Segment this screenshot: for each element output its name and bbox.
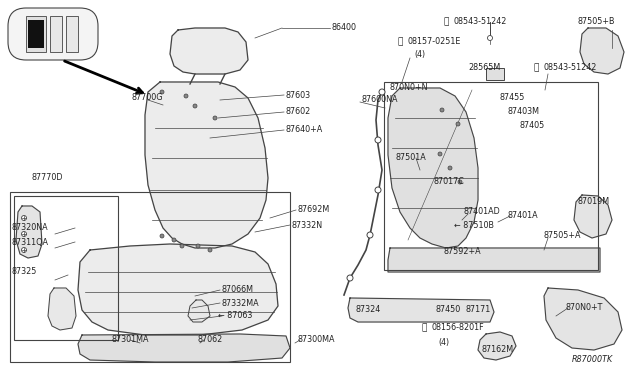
Text: 87600NA: 87600NA bbox=[362, 96, 399, 105]
Ellipse shape bbox=[375, 187, 381, 193]
Text: 87325: 87325 bbox=[12, 267, 37, 276]
Text: 87640+A: 87640+A bbox=[286, 125, 323, 135]
Text: 87501A: 87501A bbox=[396, 154, 427, 163]
Polygon shape bbox=[78, 244, 278, 335]
Text: 86400: 86400 bbox=[332, 23, 357, 32]
Text: 87311QA: 87311QA bbox=[12, 237, 49, 247]
Polygon shape bbox=[48, 288, 76, 330]
Text: 87401A: 87401A bbox=[508, 212, 539, 221]
FancyBboxPatch shape bbox=[8, 8, 98, 60]
Ellipse shape bbox=[184, 94, 188, 98]
Text: 87300MA: 87300MA bbox=[298, 336, 335, 344]
Bar bbox=[26, 16, 46, 52]
Text: 870N0+T: 870N0+T bbox=[565, 304, 602, 312]
Text: 08157-0251E: 08157-0251E bbox=[408, 38, 461, 46]
Text: 08156-8201F: 08156-8201F bbox=[432, 324, 484, 333]
Ellipse shape bbox=[193, 104, 197, 108]
Ellipse shape bbox=[458, 180, 462, 184]
Ellipse shape bbox=[379, 89, 385, 95]
Text: 87455: 87455 bbox=[500, 93, 525, 103]
Ellipse shape bbox=[347, 275, 353, 281]
Polygon shape bbox=[478, 332, 516, 360]
Text: 28565M: 28565M bbox=[468, 64, 500, 73]
Polygon shape bbox=[78, 334, 290, 362]
Polygon shape bbox=[16, 206, 42, 258]
Text: 87017C: 87017C bbox=[434, 177, 465, 186]
Bar bbox=[66, 16, 78, 52]
Text: 87405: 87405 bbox=[520, 122, 545, 131]
Text: 87320NA: 87320NA bbox=[12, 224, 49, 232]
Polygon shape bbox=[188, 300, 210, 322]
Text: 08543-51242: 08543-51242 bbox=[544, 64, 597, 73]
Text: 87332N: 87332N bbox=[292, 221, 323, 230]
Ellipse shape bbox=[488, 35, 493, 41]
Ellipse shape bbox=[180, 244, 184, 248]
Ellipse shape bbox=[375, 137, 381, 143]
Ellipse shape bbox=[440, 108, 444, 112]
Text: 87770D: 87770D bbox=[32, 173, 63, 183]
Text: R87000TK: R87000TK bbox=[572, 356, 613, 365]
Ellipse shape bbox=[196, 244, 200, 248]
Ellipse shape bbox=[367, 232, 373, 238]
Text: ← 87063: ← 87063 bbox=[218, 311, 252, 321]
Text: 87066M: 87066M bbox=[222, 285, 254, 295]
Polygon shape bbox=[544, 288, 622, 350]
Text: Ⓑ: Ⓑ bbox=[443, 17, 449, 26]
Bar bbox=[486, 68, 504, 80]
Text: 87700G: 87700G bbox=[132, 93, 163, 102]
Text: 87171: 87171 bbox=[466, 305, 492, 314]
Text: 87403M: 87403M bbox=[508, 108, 540, 116]
Polygon shape bbox=[388, 248, 600, 272]
Text: 87401AD: 87401AD bbox=[464, 208, 500, 217]
Text: 08543-51242: 08543-51242 bbox=[454, 17, 508, 26]
Text: 87603: 87603 bbox=[286, 90, 311, 99]
Ellipse shape bbox=[22, 215, 26, 221]
Bar bbox=[10, 192, 290, 362]
Bar bbox=[384, 82, 598, 270]
Text: Ⓑ: Ⓑ bbox=[422, 324, 428, 333]
Text: 87602: 87602 bbox=[286, 108, 311, 116]
Text: 87162M: 87162M bbox=[482, 346, 514, 355]
Text: 87505+A: 87505+A bbox=[544, 231, 582, 241]
Ellipse shape bbox=[160, 90, 164, 94]
Ellipse shape bbox=[160, 234, 164, 238]
Ellipse shape bbox=[456, 122, 460, 126]
Polygon shape bbox=[145, 82, 268, 248]
Polygon shape bbox=[388, 88, 478, 248]
Polygon shape bbox=[170, 28, 248, 74]
Text: 87324: 87324 bbox=[356, 305, 381, 314]
Polygon shape bbox=[580, 28, 624, 74]
Bar bbox=[14, 196, 118, 340]
Bar bbox=[50, 16, 62, 52]
Text: Ⓑ: Ⓑ bbox=[534, 64, 540, 73]
Text: 87450: 87450 bbox=[435, 305, 460, 314]
Ellipse shape bbox=[22, 247, 26, 253]
Polygon shape bbox=[574, 195, 612, 238]
Text: Ⓑ: Ⓑ bbox=[398, 38, 403, 46]
Text: 870N0+N: 870N0+N bbox=[390, 83, 429, 93]
Polygon shape bbox=[348, 298, 494, 322]
Ellipse shape bbox=[208, 248, 212, 252]
Ellipse shape bbox=[448, 166, 452, 170]
Ellipse shape bbox=[438, 152, 442, 156]
Text: 87505+B: 87505+B bbox=[578, 17, 616, 26]
Text: 87692M: 87692M bbox=[298, 205, 330, 215]
Text: 87332MA: 87332MA bbox=[222, 298, 260, 308]
Text: (4): (4) bbox=[438, 337, 449, 346]
Bar bbox=[28, 20, 44, 48]
Text: 87592+A: 87592+A bbox=[444, 247, 482, 257]
Ellipse shape bbox=[172, 238, 176, 242]
Ellipse shape bbox=[213, 116, 217, 120]
Text: 87301MA: 87301MA bbox=[112, 336, 150, 344]
Ellipse shape bbox=[22, 231, 26, 237]
Text: ← 87510B: ← 87510B bbox=[454, 221, 494, 231]
Text: 87019M: 87019M bbox=[578, 198, 610, 206]
Text: 87062: 87062 bbox=[198, 336, 223, 344]
Text: (4): (4) bbox=[414, 51, 425, 60]
